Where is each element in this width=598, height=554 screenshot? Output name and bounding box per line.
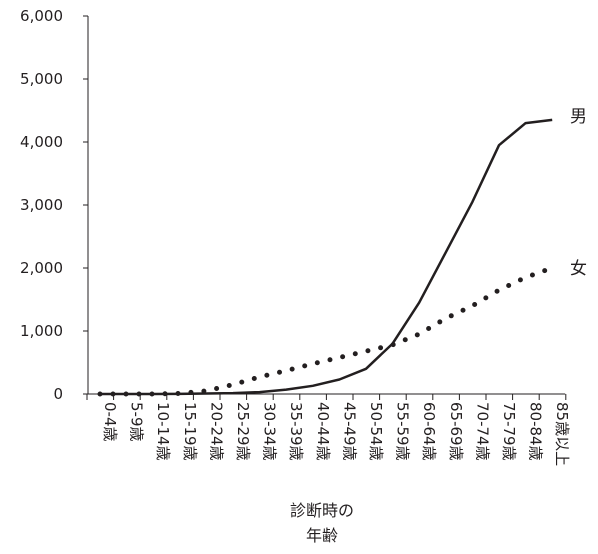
- x-tick-label: 85歳以上: [553, 402, 571, 466]
- y-tick-label: 4,000: [20, 133, 63, 151]
- x-axis-title-line: 年齢: [306, 526, 338, 545]
- x-tick-label: 30-34歳: [261, 402, 279, 461]
- x-axis-title-line: 診断時の: [290, 501, 354, 520]
- x-tick-label: 45-49歳: [340, 402, 358, 461]
- y-tick-label: 1,000: [20, 322, 63, 340]
- x-tick-label: 75-79歳: [500, 402, 518, 461]
- x-tick-label: 35-39歳: [287, 402, 305, 461]
- y-axis: 0 1,000 2,000 3,000 4,000 5,000 6,000: [20, 7, 89, 403]
- x-tick-label: 0-4歳: [101, 402, 119, 442]
- x-tick-label: 70-74歳: [473, 402, 491, 461]
- series-label-male: 男: [570, 107, 587, 127]
- x-tick-label: 10-14歳: [154, 402, 172, 461]
- x-tick-label: 5-9歳: [128, 402, 146, 442]
- y-tick-label: 3,000: [20, 196, 63, 214]
- x-tick-label: 40-44歳: [314, 402, 332, 461]
- x-tick-label: 55-59歳: [394, 402, 412, 461]
- series-line-male: [100, 118, 553, 396]
- x-axis: 0-4歳 5-9歳 10-14歳 15-19歳 20-24歳 25-29歳 30-34歳 35…: [86, 393, 571, 466]
- series-label-female: 女: [570, 259, 587, 279]
- x-tick-label: 25-29歳: [234, 402, 252, 461]
- y-tick-label: 6,000: [20, 7, 63, 25]
- x-tick-label: 15-19歳: [181, 402, 199, 461]
- y-tick-label: 2,000: [20, 259, 63, 277]
- x-tick-label: 20-24歳: [207, 402, 225, 461]
- x-tick-label: 65-69歳: [447, 402, 465, 461]
- series-labels: 男女: [570, 107, 587, 279]
- x-tick-label: 60-64歳: [420, 402, 438, 461]
- series-line-female: [97, 265, 555, 397]
- x-tick-label: 80-84歳: [527, 402, 545, 461]
- y-tick-label: 0: [53, 385, 63, 403]
- x-tick-label: 50-54歳: [367, 402, 385, 461]
- y-tick-label: 5,000: [20, 70, 63, 88]
- series-lines: [97, 118, 555, 397]
